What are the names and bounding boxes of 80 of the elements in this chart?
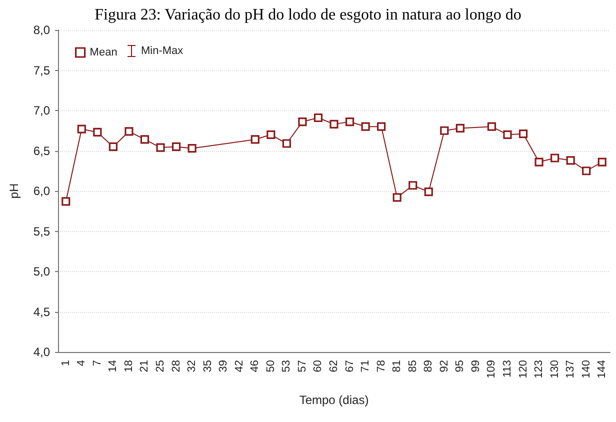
x-tick-label: 130 [548, 360, 561, 378]
x-tick-label: 71 [360, 360, 372, 372]
point [282, 139, 291, 148]
point [108, 142, 118, 152]
y-tick-label: 6,0 [33, 184, 50, 198]
point [361, 122, 370, 131]
point [93, 128, 102, 137]
point [503, 130, 512, 139]
x-tick-label: 137 [564, 360, 577, 378]
x-tick-label: 120 [517, 360, 530, 378]
x-tick-label: 18 [122, 360, 135, 372]
x-tick-label: 28 [170, 360, 182, 372]
x-tick-label: 53 [280, 360, 293, 372]
x-tick-label: 113 [501, 360, 514, 378]
y-tick-label: 7,0 [33, 104, 50, 118]
point [140, 135, 150, 144]
x-tick-label: 99 [470, 360, 482, 372]
point [124, 127, 134, 136]
chart-title: Figura 23: Variação do pH do lodo de esgoto in natura ao longo do [94, 6, 522, 24]
point [550, 154, 560, 162]
y-axis-title: pH [7, 183, 21, 199]
x-tick-label: 89 [422, 360, 435, 372]
y-tick-label: 4,5 [33, 304, 50, 319]
x-axis-title: Tempo (dias) [299, 393, 369, 407]
x-tick-label: 21 [138, 360, 151, 372]
x-tick-label: 81 [391, 360, 404, 372]
point [62, 197, 70, 206]
point [77, 124, 86, 134]
point [377, 122, 386, 131]
x-tick-label: 123 [533, 360, 546, 378]
x-tick-label: 39 [218, 360, 230, 372]
x-tick-label: 95 [454, 360, 466, 372]
annotation: Min-Max [141, 45, 184, 57]
y-tick-label: 5,5 [33, 224, 50, 238]
point [156, 143, 165, 152]
x-tick-label: 46 [249, 360, 262, 372]
point [345, 117, 354, 126]
x-tick-label: 57 [296, 360, 308, 372]
x-tick-label: 140 [580, 360, 592, 378]
x-tick-label: 62 [328, 360, 340, 372]
x-tick-label: 60 [312, 360, 324, 372]
point [487, 122, 496, 131]
y-tick-label: 5,0 [33, 264, 50, 278]
x-tick-label: 144 [596, 360, 608, 378]
legend-label: Mean [90, 46, 118, 58]
x-tick-label: 92 [438, 360, 450, 372]
point [298, 117, 307, 126]
point [440, 126, 449, 135]
x-tick-label: 35 [202, 360, 214, 372]
y-tick-label: 7,5 [33, 63, 50, 78]
point [392, 193, 402, 202]
point [534, 158, 544, 166]
y-tick-label: 4,0 [33, 345, 50, 359]
x-tick-label: 42 [233, 360, 246, 372]
point [330, 120, 338, 128]
x-tick-label: 85 [406, 360, 419, 372]
point [518, 130, 528, 138]
x-tick-label: 50 [264, 360, 277, 372]
x-tick-label: 78 [375, 360, 388, 372]
point [456, 124, 464, 133]
point [598, 158, 606, 166]
x-tick-label: 4 [76, 360, 88, 366]
y-tick-label: 6,5 [33, 144, 50, 158]
point [408, 181, 418, 190]
x-tick-label: 14 [107, 360, 120, 372]
point [566, 156, 575, 165]
x-tick-label: 25 [154, 360, 167, 372]
point [266, 130, 276, 139]
x-tick-label: 67 [344, 360, 356, 372]
point [314, 113, 323, 122]
point [250, 135, 260, 144]
point [188, 144, 196, 153]
x-tick-label: 7 [91, 360, 104, 366]
y-tick-label: 8,0 [33, 23, 50, 37]
point [172, 142, 181, 152]
x-tick-label: 32 [186, 360, 198, 372]
point [582, 166, 591, 176]
x-tick-label: 109 [486, 360, 498, 378]
point [424, 188, 433, 196]
x-tick-label: 1 [60, 360, 72, 366]
